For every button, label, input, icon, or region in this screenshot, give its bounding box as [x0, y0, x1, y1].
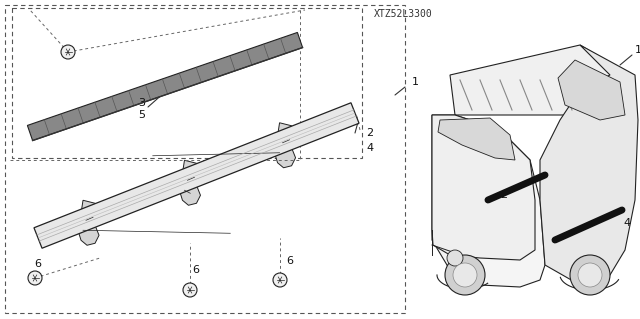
Text: XTZ52L3300: XTZ52L3300 — [374, 9, 433, 19]
Text: 5: 5 — [138, 110, 145, 120]
Polygon shape — [28, 33, 303, 141]
Bar — [12, 8, 362, 158]
Circle shape — [183, 283, 197, 297]
Circle shape — [578, 263, 602, 287]
Polygon shape — [34, 103, 359, 248]
Polygon shape — [540, 45, 638, 285]
Text: 4: 4 — [623, 218, 630, 228]
Text: 6: 6 — [193, 265, 200, 275]
Polygon shape — [432, 115, 545, 287]
Polygon shape — [438, 118, 515, 160]
Circle shape — [445, 255, 485, 295]
Circle shape — [28, 271, 42, 285]
Circle shape — [273, 273, 287, 287]
Circle shape — [447, 250, 463, 266]
Circle shape — [453, 263, 477, 287]
Polygon shape — [450, 45, 630, 115]
Circle shape — [61, 45, 75, 59]
Polygon shape — [179, 160, 200, 205]
Text: 6: 6 — [287, 256, 294, 266]
Text: 4: 4 — [367, 143, 374, 153]
Polygon shape — [432, 115, 535, 260]
Text: 1: 1 — [412, 77, 419, 87]
Text: 6: 6 — [35, 259, 42, 269]
Polygon shape — [558, 60, 625, 120]
Text: 3: 3 — [138, 98, 145, 108]
Circle shape — [570, 255, 610, 295]
Polygon shape — [77, 200, 99, 245]
Text: 2: 2 — [367, 128, 374, 138]
Text: 1: 1 — [634, 45, 640, 55]
Polygon shape — [273, 123, 296, 168]
Text: 2: 2 — [500, 190, 508, 200]
Bar — [5, 5, 405, 313]
